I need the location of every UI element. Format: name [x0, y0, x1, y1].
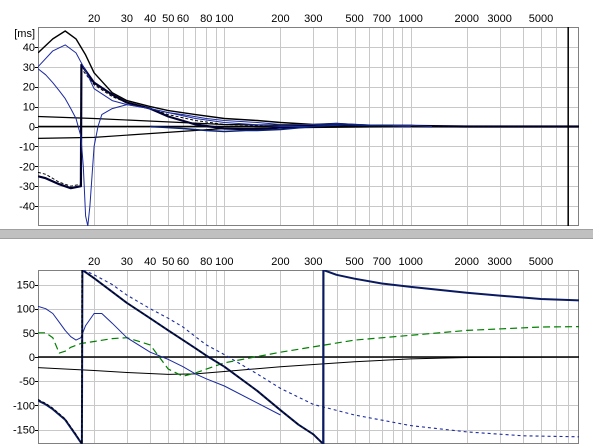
y-tick-label: 0 — [29, 352, 35, 364]
series-line-1 — [38, 125, 579, 139]
y-tick-label: -100 — [13, 400, 35, 412]
x-tick-label: 30 — [121, 256, 133, 268]
series-line-5 — [38, 270, 324, 444]
x-tick-label: 2000 — [455, 13, 479, 25]
y-tick-label: -20 — [19, 161, 35, 173]
x-tick-label: 5000 — [529, 256, 553, 268]
x-tick-label: 30 — [121, 13, 133, 25]
series-line-8 — [150, 123, 393, 133]
x-tick-label: 3000 — [487, 256, 511, 268]
x-tick-label: 40 — [144, 256, 156, 268]
y-tick-label: -150 — [13, 425, 35, 437]
series-group — [38, 27, 579, 226]
x-tick-label: 500 — [345, 256, 363, 268]
x-tick-label: 80 — [200, 256, 212, 268]
y-tick-label: 0 — [29, 122, 35, 134]
series-line-3 — [38, 305, 281, 416]
x-tick-label: 500 — [345, 13, 363, 25]
x-tick-label: 1000 — [398, 13, 422, 25]
y-tick-label: 20 — [23, 82, 35, 94]
splitter-bar — [0, 229, 593, 239]
series-line-6 — [38, 44, 432, 127]
group-delay-chart: 20 30 40 50 60 80 100 200 300 500 700 1000 2000 3000 5… — [14, 13, 579, 226]
x-tick-label: 80 — [200, 13, 212, 25]
y-tick-label: 10 — [23, 102, 35, 114]
x-tick-label: 40 — [144, 13, 156, 25]
x-tick-label: 50 — [162, 256, 174, 268]
x-tick-label: 100 — [215, 256, 233, 268]
y-tick-label: -30 — [19, 181, 35, 193]
series-line-5 — [38, 30, 432, 128]
y-tick-label: -10 — [19, 141, 35, 153]
x-tick-label: 700 — [373, 256, 391, 268]
series-group — [38, 270, 579, 444]
x-tick-label: 700 — [373, 13, 391, 25]
x-tick-label: 300 — [304, 13, 322, 25]
x-tick-label: 20 — [88, 13, 100, 25]
x-tick-label: 3000 — [487, 13, 511, 25]
x-tick-label: 60 — [177, 13, 189, 25]
phase-chart: 20 30 40 50 60 80 100 200 300 500 700 1000 2000 3000 5… — [13, 256, 579, 444]
series-line-7 — [38, 68, 411, 226]
x-tick-label: 200 — [271, 13, 289, 25]
x-tick-label: 2000 — [455, 256, 479, 268]
y-tick-label: -40 — [19, 201, 35, 213]
x-tick-label: 100 — [215, 13, 233, 25]
y-tick-label: 50 — [23, 328, 35, 340]
y-tick-label: 100 — [17, 304, 35, 316]
x-tick-label: 300 — [304, 256, 322, 268]
x-tick-label: 200 — [271, 256, 289, 268]
y-tick-label: 150 — [17, 280, 35, 292]
y-tick-label: -50 — [19, 376, 35, 388]
x-tick-label: 20 — [88, 256, 100, 268]
y-axis-unit-label: [ms] — [14, 28, 35, 40]
series-line-1 — [38, 356, 579, 375]
y-tick-label: 30 — [23, 62, 35, 74]
series-line-2 — [38, 326, 579, 377]
x-tick-label: 50 — [162, 13, 174, 25]
y-tick-label: 40 — [23, 42, 35, 54]
series-line-4 — [38, 68, 579, 187]
x-tick-label: 5000 — [529, 13, 553, 25]
x-tick-label: 60 — [177, 256, 189, 268]
x-tick-label: 1000 — [398, 256, 422, 268]
